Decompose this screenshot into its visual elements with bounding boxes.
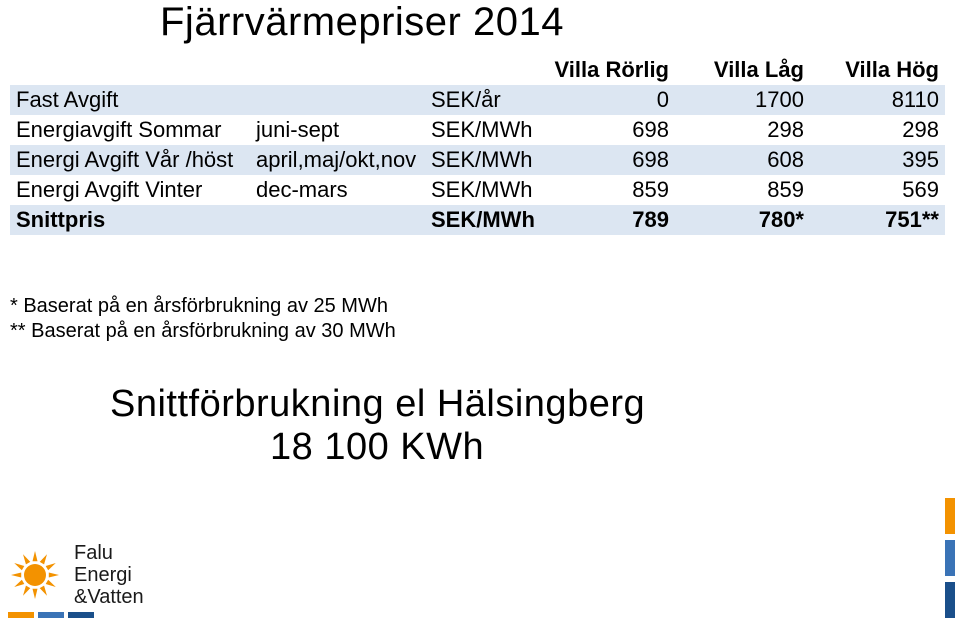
side-bar-2 xyxy=(945,540,955,576)
row-period: juni-sept xyxy=(250,115,425,145)
table-header-row: Villa Rörlig Villa Låg Villa Hög xyxy=(10,55,945,85)
row-v2: 298 xyxy=(675,115,810,145)
row-unit: SEK/MWh xyxy=(425,115,540,145)
subhead-line2: 18 100 KWh xyxy=(270,426,949,469)
logo-bars xyxy=(8,612,144,618)
row-v3: 298 xyxy=(810,115,945,145)
row-v3: 395 xyxy=(810,145,945,175)
row-v3: 8110 xyxy=(810,85,945,115)
subhead-line1: Snittförbrukning el Hälsingberg xyxy=(110,383,949,426)
row-label: Fast Avgift xyxy=(10,85,250,115)
row-label: Energi Avgift Vinter xyxy=(10,175,250,205)
logo-bar-3 xyxy=(68,612,94,618)
footnotes: * Baserat på en årsförbrukning av 25 MWh… xyxy=(10,295,949,343)
row-unit: SEK/år xyxy=(425,85,540,115)
logo-text-3: &Vatten xyxy=(74,586,144,608)
logo: Falu Energi &Vatten xyxy=(6,542,144,618)
row-v3: 751** xyxy=(810,205,945,235)
row-v2: 780* xyxy=(675,205,810,235)
row-v3: 569 xyxy=(810,175,945,205)
logo-bar-1 xyxy=(8,612,34,618)
row-unit: SEK/MWh xyxy=(425,145,540,175)
logo-text-2: Energi xyxy=(74,564,144,586)
col-empty-3 xyxy=(425,55,540,85)
row-v1: 789 xyxy=(540,205,675,235)
side-bars xyxy=(945,498,955,618)
page-title: Fjärrvärmepriser 2014 xyxy=(160,0,949,45)
row-period xyxy=(250,205,425,235)
row-unit: SEK/MWh xyxy=(425,175,540,205)
col-empty-1 xyxy=(10,55,250,85)
table-row: Energiavgift Sommarjuni-septSEK/MWh69829… xyxy=(10,115,945,145)
table-row: Fast Avgift SEK/år017008110 xyxy=(10,85,945,115)
table-row-empty xyxy=(10,235,945,265)
table-row: Energi Avgift Vinterdec-marsSEK/MWh85985… xyxy=(10,175,945,205)
row-v1: 698 xyxy=(540,115,675,145)
row-period: april,maj/okt,nov xyxy=(250,145,425,175)
row-v2: 1700 xyxy=(675,85,810,115)
row-label: Snittpris xyxy=(10,205,250,235)
row-v2: 608 xyxy=(675,145,810,175)
col-empty-2 xyxy=(250,55,425,85)
row-label: Energiavgift Sommar xyxy=(10,115,250,145)
row-v1: 859 xyxy=(540,175,675,205)
row-unit: SEK/MWh xyxy=(425,205,540,235)
row-period: dec-mars xyxy=(250,175,425,205)
row-period xyxy=(250,85,425,115)
row-label: Energi Avgift Vår /höst xyxy=(10,145,250,175)
col-villa-lag: Villa Låg xyxy=(675,55,810,85)
col-villa-hog: Villa Hög xyxy=(810,55,945,85)
table-row: Energi Avgift Vår /höstapril,maj/okt,nov… xyxy=(10,145,945,175)
footnote-2: ** Baserat på en årsförbrukning av 30 MW… xyxy=(10,320,949,343)
side-bar-3 xyxy=(945,582,955,618)
snittpris-row: Snittpris SEK/MWh789780*751** xyxy=(10,205,945,235)
row-v2: 859 xyxy=(675,175,810,205)
row-v1: 0 xyxy=(540,85,675,115)
sun-icon xyxy=(6,546,64,604)
col-villa-rorlig: Villa Rörlig xyxy=(540,55,675,85)
side-bar-1 xyxy=(945,498,955,534)
footnote-1: * Baserat på en årsförbrukning av 25 MWh xyxy=(10,295,949,318)
price-table: Villa Rörlig Villa Låg Villa Hög Fast Av… xyxy=(10,55,945,265)
logo-bar-2 xyxy=(38,612,64,618)
logo-text-1: Falu xyxy=(74,542,144,564)
row-v1: 698 xyxy=(540,145,675,175)
